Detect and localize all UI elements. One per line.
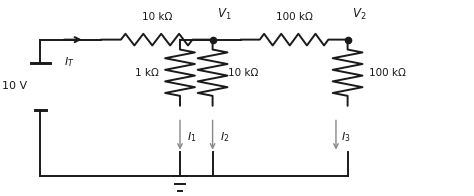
Text: $I_2$: $I_2$ <box>219 130 229 144</box>
Text: 100 kΩ: 100 kΩ <box>275 12 312 22</box>
Text: 10 kΩ: 10 kΩ <box>142 12 172 22</box>
Text: 10 V: 10 V <box>2 81 27 91</box>
Text: $I_3$: $I_3$ <box>341 130 350 144</box>
Text: 100 kΩ: 100 kΩ <box>369 68 406 78</box>
Text: 1 kΩ: 1 kΩ <box>136 68 159 78</box>
Text: $I_T$: $I_T$ <box>64 55 74 69</box>
Text: $V_1$: $V_1$ <box>217 7 232 22</box>
Text: $V_2$: $V_2$ <box>352 7 367 22</box>
Text: 10 kΩ: 10 kΩ <box>228 68 258 78</box>
Text: $I_1$: $I_1$ <box>187 130 197 144</box>
